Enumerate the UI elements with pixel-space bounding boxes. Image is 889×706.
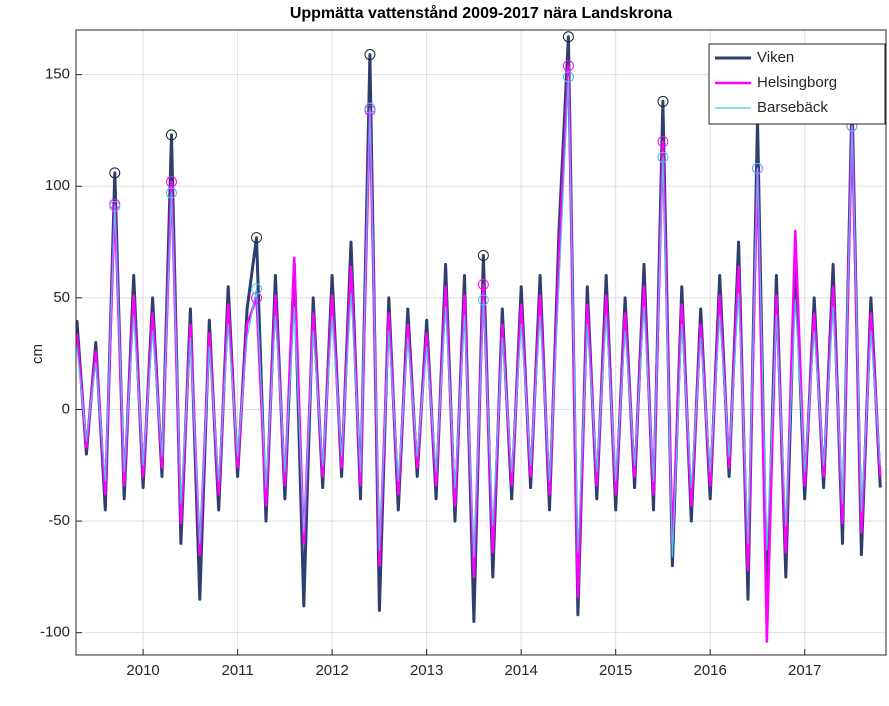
y-tick-label: 50 bbox=[53, 289, 70, 306]
peak-marker bbox=[477, 278, 489, 290]
legend-label: Helsingborg bbox=[757, 74, 837, 91]
y-tick-label: -50 bbox=[48, 512, 70, 529]
x-tick-label: 2011 bbox=[221, 662, 253, 679]
peak-marker bbox=[562, 71, 574, 83]
legend-label: Barsebäck bbox=[757, 99, 828, 116]
x-tick-label: 2010 bbox=[126, 662, 159, 679]
peak-marker bbox=[251, 292, 263, 304]
peak-marker bbox=[109, 200, 121, 212]
peak-marker bbox=[477, 294, 489, 306]
peak-marker bbox=[562, 60, 574, 72]
x-tick-label: 2014 bbox=[504, 662, 537, 679]
y-tick-label: -100 bbox=[40, 624, 70, 641]
peak-marker bbox=[165, 187, 177, 199]
x-tick-label: 2013 bbox=[410, 662, 443, 679]
plot bbox=[76, 31, 882, 643]
peak-marker bbox=[251, 283, 263, 295]
plot-frame bbox=[75, 29, 887, 656]
peak-marker bbox=[165, 176, 177, 188]
x-tick-label: 2015 bbox=[599, 662, 632, 679]
legend-label: Viken bbox=[757, 49, 794, 66]
y-tick-label: 100 bbox=[45, 177, 70, 194]
peak-marker bbox=[657, 136, 669, 148]
peak-marker bbox=[109, 167, 121, 179]
peak-marker bbox=[364, 102, 376, 114]
peak-marker bbox=[562, 31, 574, 43]
peak-marker bbox=[364, 49, 376, 61]
peak-marker bbox=[657, 151, 669, 163]
y-tick-label: 0 bbox=[62, 400, 70, 417]
x-tick-label: 2012 bbox=[315, 662, 348, 679]
peak-marker bbox=[251, 232, 263, 244]
y-tick-label: 150 bbox=[45, 66, 70, 83]
peak-marker bbox=[751, 162, 763, 174]
peak-marker bbox=[657, 95, 669, 107]
series-line bbox=[76, 76, 881, 558]
x-tick-label: 2017 bbox=[788, 662, 821, 679]
peak-marker bbox=[477, 249, 489, 261]
x-tick-label: 2016 bbox=[694, 662, 727, 679]
chart-title: Uppmätta vattenstånd 2009-2017 nära Land… bbox=[290, 4, 672, 22]
peak-marker bbox=[165, 129, 177, 141]
y-axis-label: cm bbox=[29, 344, 46, 364]
